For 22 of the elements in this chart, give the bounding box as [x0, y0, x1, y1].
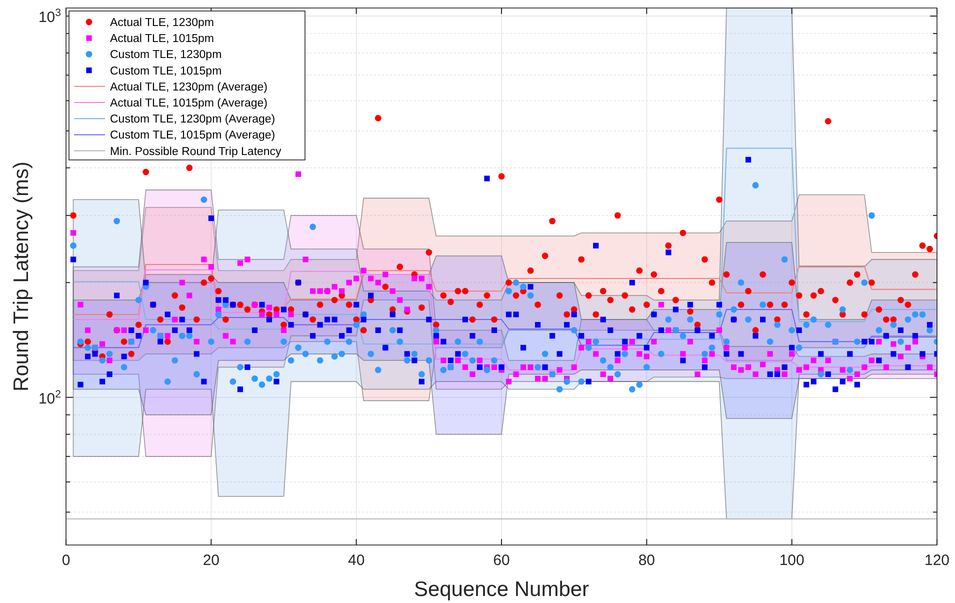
legend-label: Custom TLE, 1230pm: [110, 49, 222, 62]
x-tick-label: 100: [779, 552, 804, 569]
y-axis-title: Round Trip Latency (ms): [10, 162, 33, 392]
legend-label: Custom TLE, 1015pm: [110, 65, 222, 78]
x-tick-label: 0: [62, 552, 70, 569]
x-tick-label: 80: [638, 552, 656, 569]
legend-label: Actual TLE, 1015pm: [110, 33, 214, 46]
line-series: [72, 264, 937, 315]
legend-label: Custom TLE, 1015pm (Average): [110, 130, 276, 142]
legend-label: Min. Possible Round Trip Latency: [110, 146, 282, 158]
y-tick-label: 10$^{2}$: [38, 388, 62, 408]
x-tick-label: 120: [924, 552, 950, 569]
x-axis-title: Sequence Number: [414, 578, 590, 601]
legend-label: Actual TLE, 1230pm: [110, 17, 214, 29]
legend-label: Actual TLE, 1230pm (Average): [110, 81, 268, 94]
x-tick-label: 20: [202, 552, 220, 569]
legend-label: Custom TLE, 1230pm (Average): [110, 114, 276, 126]
legend-label: Actual TLE, 1015pm (Average): [110, 98, 268, 110]
line-series: [72, 148, 937, 345]
y-tick-label: 10$^{3}$: [38, 7, 62, 26]
x-tick-label: 60: [493, 552, 510, 569]
x-tick-label: 40: [348, 552, 365, 569]
